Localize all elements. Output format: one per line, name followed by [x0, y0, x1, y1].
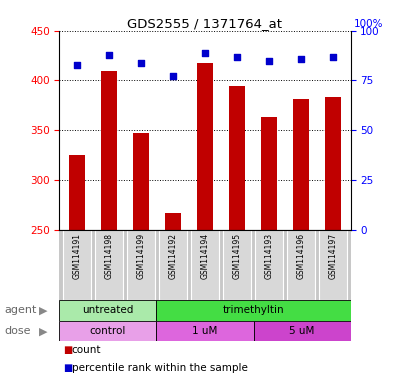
Point: [329, 53, 335, 60]
Bar: [286, 230, 314, 300]
Text: control: control: [90, 326, 126, 336]
Title: GDS2555 / 1371764_at: GDS2555 / 1371764_at: [127, 17, 282, 30]
Point: [201, 50, 208, 56]
Text: GSM114195: GSM114195: [232, 233, 241, 279]
Text: agent: agent: [4, 306, 36, 316]
Text: untreated: untreated: [82, 306, 133, 316]
Point: [297, 56, 303, 62]
Point: [169, 73, 176, 79]
Bar: [253, 321, 350, 341]
Bar: [222, 230, 250, 300]
Point: [106, 51, 112, 58]
Bar: [95, 230, 123, 300]
Bar: [261, 117, 276, 230]
Text: ▶: ▶: [39, 326, 47, 336]
Bar: [229, 86, 245, 230]
Text: dose: dose: [4, 326, 31, 336]
Bar: [191, 230, 218, 300]
Text: GSM114191: GSM114191: [72, 233, 81, 278]
Bar: [164, 213, 180, 230]
Text: GSM114192: GSM114192: [168, 233, 177, 278]
Text: trimethyltin: trimethyltin: [222, 306, 283, 316]
Bar: [69, 155, 85, 230]
Bar: [156, 300, 350, 321]
Text: GSM114197: GSM114197: [328, 233, 337, 279]
Bar: [159, 230, 187, 300]
Text: ■: ■: [63, 362, 73, 372]
Text: percentile rank within the sample: percentile rank within the sample: [72, 362, 247, 372]
Text: ▶: ▶: [39, 306, 47, 316]
Point: [265, 58, 272, 64]
Text: 5 uM: 5 uM: [289, 326, 314, 336]
Text: GSM114199: GSM114199: [136, 233, 145, 279]
Bar: [292, 99, 308, 230]
Text: 100%: 100%: [353, 19, 382, 29]
Bar: [156, 321, 253, 341]
Text: 1 uM: 1 uM: [192, 326, 217, 336]
Bar: [101, 71, 117, 230]
Bar: [59, 300, 156, 321]
Text: count: count: [72, 345, 101, 355]
Point: [137, 60, 144, 66]
Text: ■: ■: [63, 345, 73, 355]
Bar: [324, 98, 340, 230]
Point: [233, 53, 240, 60]
Text: GSM114194: GSM114194: [200, 233, 209, 279]
Bar: [318, 230, 346, 300]
Bar: [127, 230, 155, 300]
Bar: [133, 133, 148, 230]
Bar: [59, 321, 156, 341]
Bar: [196, 63, 213, 230]
Point: [74, 61, 80, 68]
Bar: [63, 230, 91, 300]
Text: GSM114198: GSM114198: [104, 233, 113, 278]
Text: GSM114193: GSM114193: [264, 233, 273, 279]
Text: GSM114196: GSM114196: [296, 233, 305, 279]
Bar: [254, 230, 282, 300]
